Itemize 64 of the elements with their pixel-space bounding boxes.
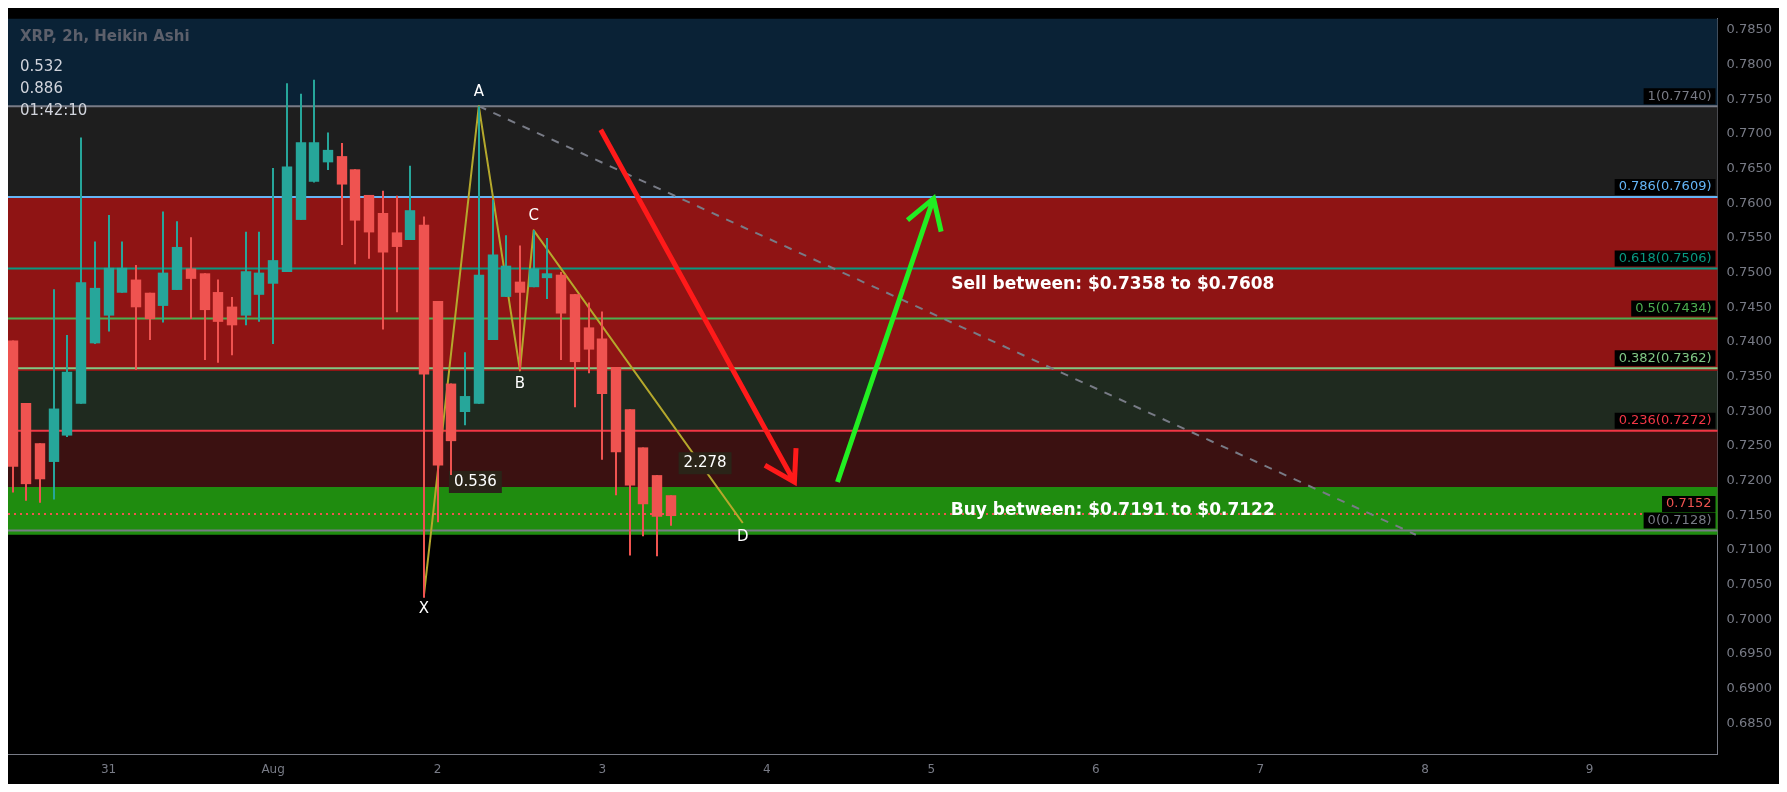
x-tick-label: 7 [1256, 761, 1265, 776]
candlestick [253, 230, 265, 323]
ref-line-label: 1(0.7740) [1647, 87, 1712, 103]
annotation: 01:42:10 [20, 100, 88, 119]
annotation: 0.532 [20, 56, 63, 75]
annotation: 0.536 [453, 471, 497, 490]
x-tick-label: Aug [261, 761, 285, 776]
band-label: Buy between: $0.7191 to $0.7122 [950, 499, 1275, 520]
candlestick [541, 236, 553, 300]
x-tick-label: 4 [762, 761, 771, 776]
y-tick-label: 0.7100 [1726, 541, 1773, 557]
ref-line-label: 0.382(0.7362) [1618, 349, 1712, 365]
y-tick-label: 0.7500 [1726, 263, 1773, 279]
candlestick [267, 166, 279, 346]
y-tick-label: 0.7800 [1726, 55, 1773, 71]
y-tick-label: 0.7450 [1726, 298, 1773, 314]
x-tick-label: 3 [598, 761, 607, 776]
text: XRP, 2h, Heikin Ashi [20, 26, 190, 45]
x-tick-label: 5 [927, 761, 936, 776]
ref-line-label: 0.236(0.7272) [1618, 412, 1712, 428]
y-tick-label: 0.7300 [1726, 402, 1773, 418]
annotation: C [528, 206, 539, 225]
ref-line-label: 0.5(0.7434) [1635, 299, 1712, 315]
x-tick-label: 31 [100, 761, 117, 776]
y-tick-label: 0.7150 [1726, 506, 1773, 522]
y-tick-label: 0.7700 [1726, 125, 1773, 141]
y-tick-label: 0.7000 [1726, 610, 1773, 626]
y-tick-label: 0.7250 [1726, 437, 1773, 453]
candlestick [528, 229, 540, 289]
candlestick [459, 351, 471, 427]
x-tick-label: 6 [1092, 761, 1100, 776]
candlestick [185, 236, 197, 321]
annotation: X [418, 598, 430, 617]
annotation: D [736, 526, 749, 545]
candlestick [391, 194, 403, 314]
y-tick-label: 0.7550 [1726, 229, 1773, 245]
candlestick [226, 295, 238, 357]
annotation: 0.886 [20, 78, 63, 97]
y-tick-label: 0.6850 [1726, 714, 1773, 730]
y-tick-label: 0.6950 [1726, 645, 1773, 661]
x-tick-label: 9 [1585, 761, 1594, 776]
candlestick [583, 301, 595, 375]
candlestick [514, 244, 526, 372]
y-tick-label: 0.7600 [1726, 194, 1773, 210]
annotation: B [514, 374, 526, 393]
ref-line-label: 0.618(0.7506) [1618, 249, 1712, 265]
x-tick-label: 8 [1421, 761, 1429, 776]
annotation: A [473, 82, 485, 101]
annotation: 2.278 [683, 453, 727, 472]
ref-line-label: 0(0.7128) [1647, 511, 1712, 527]
y-tick-label: 0.7050 [1726, 576, 1773, 592]
ref-line-label: 0.786(0.7609) [1618, 178, 1712, 194]
x-tick-label: 2 [433, 761, 442, 776]
band-label: Sell between: $0.7358 to $0.7608 [951, 272, 1275, 293]
y-tick-label: 0.7400 [1726, 333, 1773, 349]
y-tick-label: 0.7850 [1726, 21, 1773, 37]
y-tick-label: 0.7350 [1726, 368, 1773, 384]
candlestick [322, 131, 334, 171]
candlestick [665, 494, 677, 527]
y-tick-label: 0.7200 [1726, 472, 1773, 488]
y-tick-label: 0.7650 [1726, 159, 1773, 175]
ref-line-label: 0.7152 [1666, 495, 1712, 511]
y-tick-label: 0.6900 [1726, 680, 1773, 696]
y-tick-label: 0.7750 [1726, 90, 1773, 106]
